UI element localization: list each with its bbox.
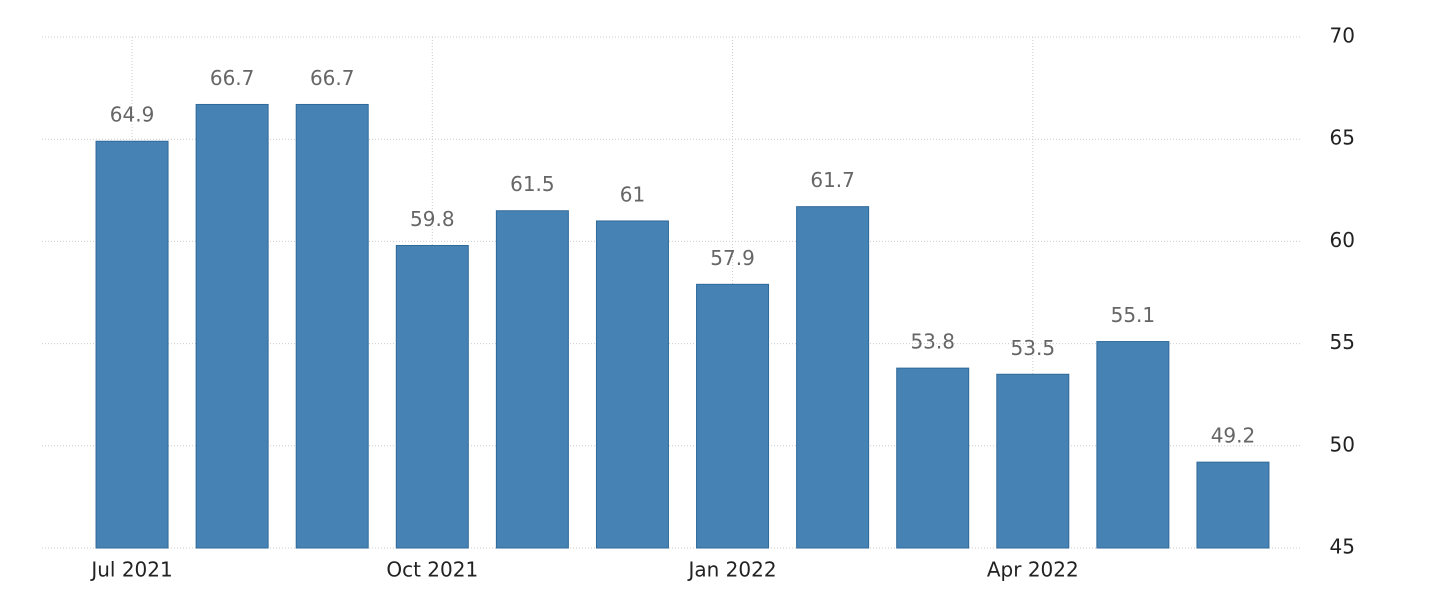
- bar: [595, 220, 669, 549]
- bar: [896, 367, 970, 549]
- value-label: 53.5: [1011, 336, 1056, 360]
- y-tick-label: 50: [1330, 432, 1355, 456]
- bar: [1096, 341, 1170, 549]
- bar: [796, 206, 870, 549]
- bar: [195, 103, 269, 549]
- value-label: 57.9: [710, 246, 755, 270]
- value-label: 53.8: [910, 330, 955, 354]
- value-label: 55.1: [1111, 303, 1156, 327]
- value-label: 66.7: [310, 66, 355, 90]
- bar: [996, 373, 1070, 549]
- y-tick-label: 55: [1330, 330, 1355, 354]
- x-tick-label: Jul 2021: [89, 558, 172, 582]
- value-label: 61.7: [810, 168, 855, 192]
- y-tick-label: 70: [1330, 24, 1355, 48]
- value-label: 66.7: [210, 66, 255, 90]
- y-tick-label: 45: [1330, 535, 1355, 559]
- x-tick-label: Jan 2022: [686, 558, 776, 582]
- value-label: 61: [620, 182, 645, 206]
- bar: [295, 103, 369, 549]
- value-label: 64.9: [110, 103, 155, 127]
- bar: [1196, 461, 1270, 549]
- bar: [395, 244, 469, 549]
- y-tick-label: 65: [1330, 126, 1355, 150]
- x-tick-label: Oct 2021: [386, 558, 478, 582]
- bar: [95, 140, 169, 549]
- y-tick-label: 60: [1330, 228, 1355, 252]
- value-label: 49.2: [1211, 424, 1256, 448]
- bar: [495, 210, 569, 549]
- value-label: 61.5: [510, 172, 555, 196]
- value-label: 59.8: [410, 207, 455, 231]
- x-tick-label: Apr 2022: [987, 558, 1079, 582]
- bar: [696, 283, 770, 549]
